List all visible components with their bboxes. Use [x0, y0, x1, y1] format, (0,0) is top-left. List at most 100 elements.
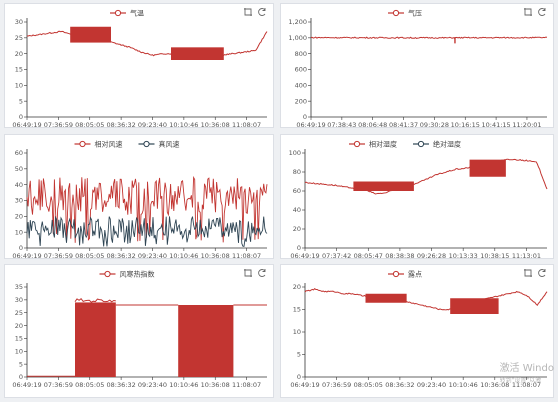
chart-humidity: 相对湿度 绝对湿度 0 20 40 60 80 100 06:49:19 07:37:42 08:0…	[289, 140, 548, 260]
x-tick-label: 10:36:08	[201, 121, 230, 129]
legend-marker	[143, 140, 150, 148]
zoom-icon[interactable]	[243, 268, 253, 278]
series-line-1	[26, 175, 268, 243]
y-tick-label: 30	[15, 197, 23, 205]
zoom-glyph	[244, 269, 252, 277]
x-tick-label: 10:41:15	[481, 121, 510, 129]
x-tick-label: 08:36:32	[385, 381, 414, 389]
zoom-icon[interactable]	[523, 7, 533, 17]
y-tick-label: 15	[15, 66, 23, 74]
restore-glyph	[538, 269, 546, 277]
y-tick-label: 200	[295, 97, 307, 105]
legend-label: 绝对湿度	[433, 140, 461, 149]
zoom-icon[interactable]	[523, 268, 533, 278]
x-tick-label: 09:23:40	[138, 252, 167, 260]
legend-marker	[417, 140, 425, 148]
y-tick-label: 1,200	[288, 18, 307, 26]
y-tick-label: 25	[15, 34, 23, 42]
noise-band	[469, 159, 506, 177]
watermark-line1: 激活 Windo	[499, 363, 554, 374]
bar-block	[178, 305, 234, 377]
y-tick-label: 10	[15, 82, 23, 90]
chart-temp: 气温 0 5 10 15 20 25 30 06:49:19 07:36:59 08:05:05 08…	[12, 9, 268, 129]
y-tick-label: 35	[15, 283, 23, 291]
y-tick-label: 20	[293, 225, 301, 233]
restore-glyph	[258, 8, 266, 16]
legend-label: 露点	[408, 271, 422, 279]
restore-glyph	[538, 8, 546, 16]
zoom-icon[interactable]	[243, 7, 253, 17]
x-tick-label: 09:23:40	[417, 381, 446, 389]
x-tick-label: 09:23:40	[138, 121, 167, 129]
y-tick-label: 800	[295, 50, 307, 58]
x-tick-label: 08:05:05	[75, 381, 104, 389]
y-tick-label: 40	[293, 206, 301, 214]
x-tick-label: 08:05:05	[75, 252, 104, 260]
x-tick-label: 10:13:33	[449, 252, 478, 260]
x-tick-label: 10:16:15	[451, 121, 480, 129]
x-tick-label: 07:37:42	[322, 252, 351, 260]
y-tick-label: 10	[15, 347, 23, 355]
x-tick-label: 08:05:05	[354, 381, 383, 389]
y-tick-label: 30	[15, 296, 23, 304]
legend-marker	[392, 9, 400, 17]
series-line	[27, 30, 268, 58]
legend-label: 气温	[130, 9, 144, 18]
legend-marker	[114, 9, 122, 17]
noise-band	[450, 298, 499, 314]
x-tick-label: 10:36:08	[201, 381, 230, 389]
watermark-line2: 转到"设置"以激	[499, 377, 542, 384]
series-line	[74, 297, 116, 303]
restore-icon[interactable]	[257, 268, 267, 278]
noise-band	[70, 26, 111, 43]
x-tick-label: 08:05:05	[75, 121, 104, 129]
chart-dewpoint: 露点 0 5 10 15 20 06:49:19 07:36:59 08:05:05 08:36:…	[290, 271, 548, 389]
x-tick-label: 08:05:47	[354, 252, 383, 260]
restore-glyph	[258, 269, 266, 277]
y-tick-label: 60	[15, 149, 23, 157]
y-tick-label: 20	[293, 283, 301, 291]
y-tick-label: 20	[15, 213, 23, 221]
restore-icon[interactable]	[537, 7, 547, 17]
x-tick-label: 08:36:32	[107, 381, 136, 389]
chart-windchill: 风寒热指数 0 5 10 15 20 25 30 35 06:49:19 07:36:59 08:05…	[12, 270, 267, 389]
zoom-glyph	[524, 8, 532, 16]
x-tick-label: 07:36:59	[44, 381, 73, 389]
y-tick-label: 5	[297, 351, 301, 359]
x-tick-label: 08:38:38	[385, 252, 414, 260]
chart-panel-dewpoint: 露点 0 5 10 15 20 06:49:19 07:36:59 08:05:05 08:36:…	[280, 264, 554, 398]
noise-band	[365, 293, 407, 303]
x-tick-label: 10:38:15	[480, 252, 509, 260]
x-tick-label: 10:10:46	[449, 381, 478, 389]
x-tick-label: 07:36:59	[44, 252, 73, 260]
y-tick-label: 5	[19, 97, 23, 105]
y-tick-label: 0	[19, 373, 23, 381]
x-tick-label: 11:08:07	[232, 381, 261, 389]
y-tick-label: 1,000	[288, 34, 307, 42]
noise-band	[171, 47, 224, 60]
legend-marker	[353, 140, 361, 148]
restore-icon[interactable]	[537, 268, 547, 278]
y-tick-label: 60	[293, 187, 301, 195]
zoom-glyph	[244, 8, 252, 16]
chart-panel-wind: 相对风速 真风速 0 10 20 30 40 50 60 06:49:19 07:36:59 08:0…	[4, 134, 274, 260]
x-tick-label: 11:08:07	[512, 381, 541, 389]
legend-label: 风寒热指数	[120, 270, 155, 279]
x-tick-label: 06:49:19	[12, 252, 41, 260]
x-tick-label: 06:49:19	[296, 121, 325, 129]
y-tick-label: 0	[303, 113, 307, 121]
legend-label: 相对风速	[95, 140, 123, 149]
x-tick-label: 10:10:46	[169, 252, 198, 260]
x-tick-label: 10:36:08	[201, 252, 230, 260]
legend-label: 真风速	[159, 140, 180, 149]
series-line-2	[26, 215, 268, 247]
zoom-glyph	[524, 269, 532, 277]
restore-icon[interactable]	[257, 7, 267, 17]
x-tick-label: 08:36:32	[107, 252, 136, 260]
y-tick-label: 15	[293, 306, 301, 314]
y-tick-label: 15	[15, 335, 23, 343]
chart-panel-pressure: 气压 0 200 400 600 800 1,000 1,200 06:49:19 07:38:4…	[280, 3, 554, 129]
chart-wind: 相对风速 真风速 0 10 20 30 40 50 60 06:49:19 07:36:59 08:0…	[12, 140, 268, 260]
y-tick-label: 10	[293, 328, 301, 336]
y-tick-label: 30	[15, 18, 23, 26]
